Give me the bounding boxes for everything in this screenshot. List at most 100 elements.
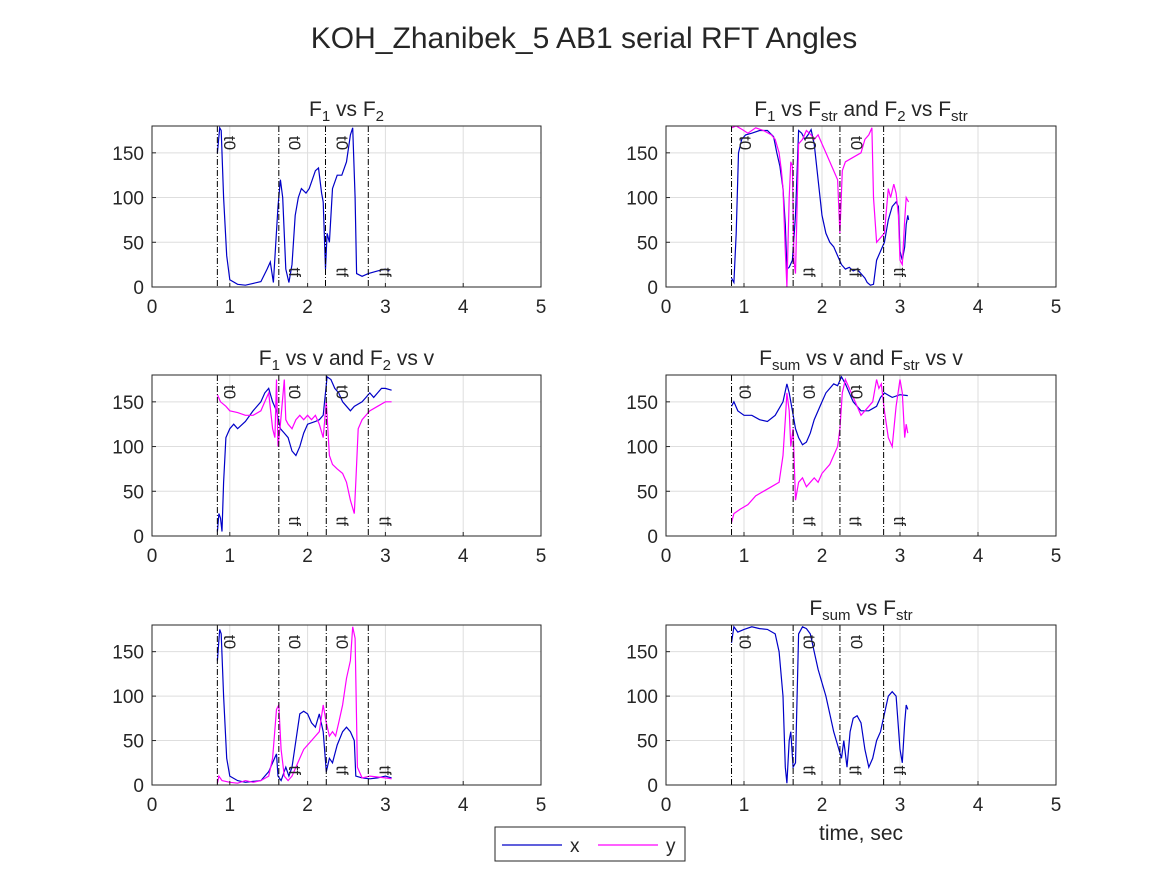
series-x-line [730,625,909,784]
title-subscript: 1 [767,108,775,125]
event-label-tf: tf [890,766,909,776]
event-label-tf: tf [285,517,304,527]
title-subscript: str [821,108,838,125]
subplot-title: F1 vs v and F2 vs v [259,347,435,374]
x-tick-label: 5 [536,546,547,567]
x-tick-label: 1 [739,297,750,318]
y-tick-label: 100 [112,189,144,210]
y-tick-label: 100 [626,189,658,210]
event-label-t0: t0 [333,385,352,399]
legend-y-label: y [666,836,676,857]
x-tick-label: 2 [302,795,313,816]
event-label-t0: t0 [736,136,755,150]
event-label-t0: t0 [736,635,755,649]
x-tick-label: 4 [458,795,469,816]
event-label-tf: tf [375,766,394,776]
title-text: F [759,347,772,370]
event-label-t0: t0 [847,385,866,399]
title-text: vs F [330,98,376,121]
title-text: vs F [906,98,952,121]
title-text: vs v [920,347,964,370]
event-label-t0: t0 [736,385,755,399]
title-subscript: 2 [383,357,391,374]
y-tick-label: 0 [133,527,144,548]
event-label-tf: tf [333,268,352,278]
title-subscript: 1 [322,108,330,125]
event-label-tf: tf [890,517,909,527]
event-label-t0: t0 [220,635,239,649]
x-tick-label: 1 [739,795,750,816]
series-x-line [216,375,392,532]
event-label-tf: tf [285,766,304,776]
event-label-tf: tf [846,517,865,527]
x-tick-label: 1 [225,297,236,318]
x-tick-label: 1 [225,795,236,816]
subplot-title: F1 vs Fstr and F2 vs Fstr [754,98,967,125]
x-tick-label: 0 [147,297,158,318]
event-label-t0: t0 [847,136,866,150]
subplot-title: Fsum vs v and Fstr vs v [759,347,963,374]
axes-box [151,125,542,288]
series-y-line [216,379,392,514]
y-tick-label: 100 [626,687,658,708]
title-text: vs v and F [800,347,903,370]
x-tick-label: 2 [817,546,828,567]
y-tick-label: 50 [637,482,658,503]
y-tick-label: 0 [647,527,658,548]
event-label-tf: tf [800,268,819,278]
title-subscript: sum [772,357,800,374]
event-label-t0: t0 [220,385,239,399]
title-text: F [259,347,272,370]
series-x-line [730,375,908,446]
axes-box [665,624,1057,786]
x-tick-label: 0 [661,297,672,318]
figure-title: KOH_Zhanibek_5 AB1 serial RFT Angles [311,22,857,55]
series-y-line [731,126,910,287]
title-subscript: str [903,357,920,374]
y-tick-label: 150 [112,393,144,414]
x-tick-label: 0 [661,546,672,567]
y-tick-label: 100 [112,438,144,459]
x-tick-label: 5 [1051,795,1062,816]
event-label-tf: tf [800,517,819,527]
y-tick-label: 100 [112,687,144,708]
y-tick-label: 150 [112,643,144,664]
x-tick-label: 4 [973,297,984,318]
x-tick-label: 2 [302,297,313,318]
title-text: F [309,98,322,121]
series-x-line [216,126,390,286]
event-label-t0: t0 [800,635,819,649]
event-label-t0: t0 [800,385,819,399]
y-tick-label: 50 [637,233,658,254]
x-tick-label: 3 [895,546,906,567]
event-label-tf: tf [890,268,909,278]
subplot-title: Fsum vs Fstr [809,597,912,624]
x-tick-label: 3 [380,795,391,816]
y-tick-label: 0 [133,776,144,797]
event-label-tf: tf [846,766,865,776]
subplot-title: F1 vs F2 [309,98,384,125]
legend[interactable]: x y [494,826,686,862]
x-tick-label: 0 [661,795,672,816]
x-tick-label: 5 [536,795,547,816]
event-label-t0: t0 [285,385,304,399]
x-tick-label: 2 [817,297,828,318]
x-tick-label: 5 [1051,297,1062,318]
title-text: vs v and F [280,347,383,370]
title-subscript: 2 [897,108,905,125]
title-text: vs F [851,597,897,620]
x-tick-label: 3 [895,795,906,816]
event-label-tf: tf [285,268,304,278]
x-tick-label: 3 [380,546,391,567]
x-tick-label: 3 [380,297,391,318]
y-tick-label: 100 [626,438,658,459]
title-text: vs v [391,347,435,370]
x-tick-label: 0 [147,546,158,567]
x-tick-label: 4 [973,546,984,567]
title-text: F [809,597,822,620]
x-tick-label: 1 [225,546,236,567]
